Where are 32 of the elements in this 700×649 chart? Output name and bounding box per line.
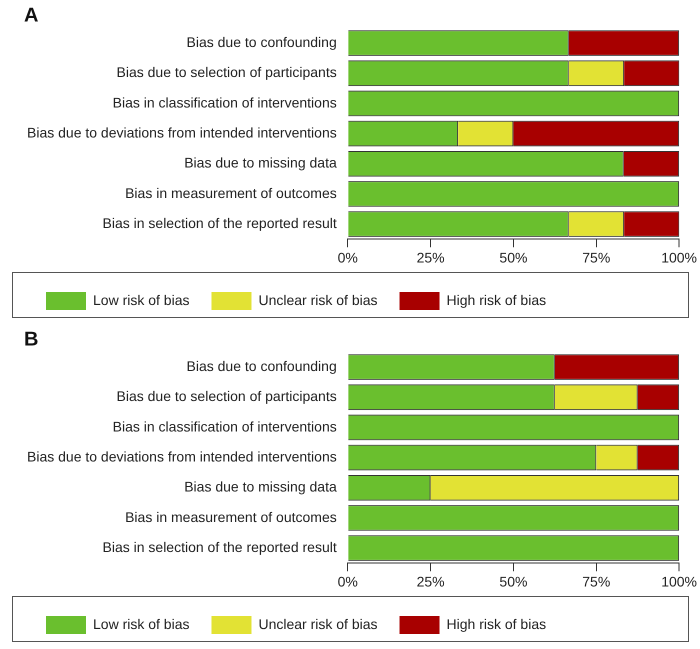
- y-tick-label: Bias due to deviations from intended interventions: [26, 124, 337, 140]
- x-tick-label: 100%: [661, 249, 698, 266]
- y-tick-label: Bias in measurement of outcomes: [125, 508, 337, 525]
- y-tick-label: Bias due to confounding: [186, 358, 337, 374]
- text: B: [24, 328, 38, 351]
- x-tick-label: 0%: [338, 573, 358, 590]
- x-tick-label: 50%: [499, 249, 528, 266]
- legend-label: Low risk of bias: [93, 292, 190, 308]
- x-tick-label: 0%: [338, 249, 358, 266]
- x-tick-label: 75%: [582, 573, 610, 590]
- y-tick-label: Bias due to selection of participants: [116, 388, 337, 404]
- y-tick-label: Bias due to selection of participants: [116, 64, 337, 80]
- x-tick-label: 75%: [582, 249, 610, 266]
- y-tick-label: Bias due to missing data: [184, 154, 337, 171]
- x-tick-label: 50%: [499, 573, 528, 590]
- x-tick-label: 25%: [416, 573, 445, 590]
- y-tick-label: Bias due to missing data: [184, 478, 337, 495]
- legend-label: Unclear risk of bias: [258, 292, 378, 308]
- y-tick-label: Bias in selection of the reported result: [102, 214, 337, 231]
- text: A: [24, 4, 38, 27]
- y-tick-label: Bias in classification of interventions: [112, 418, 337, 434]
- y-tick-label: Bias due to deviations from intended interventions: [26, 448, 337, 464]
- legend-label: High risk of bias: [446, 292, 546, 308]
- legend-label: Unclear risk of bias: [258, 616, 378, 632]
- x-tick-label: 25%: [416, 249, 445, 266]
- legend-label: Low risk of bias: [93, 616, 190, 632]
- y-tick-label: Bias in selection of the reported result: [102, 538, 337, 555]
- y-tick-label: Bias due to confounding: [186, 34, 337, 50]
- legend-label: High risk of bias: [446, 616, 546, 632]
- y-tick-label: Bias in measurement of outcomes: [125, 184, 337, 201]
- x-tick-label: 100%: [661, 573, 698, 590]
- y-tick-label: Bias in classification of interventions: [112, 94, 337, 110]
